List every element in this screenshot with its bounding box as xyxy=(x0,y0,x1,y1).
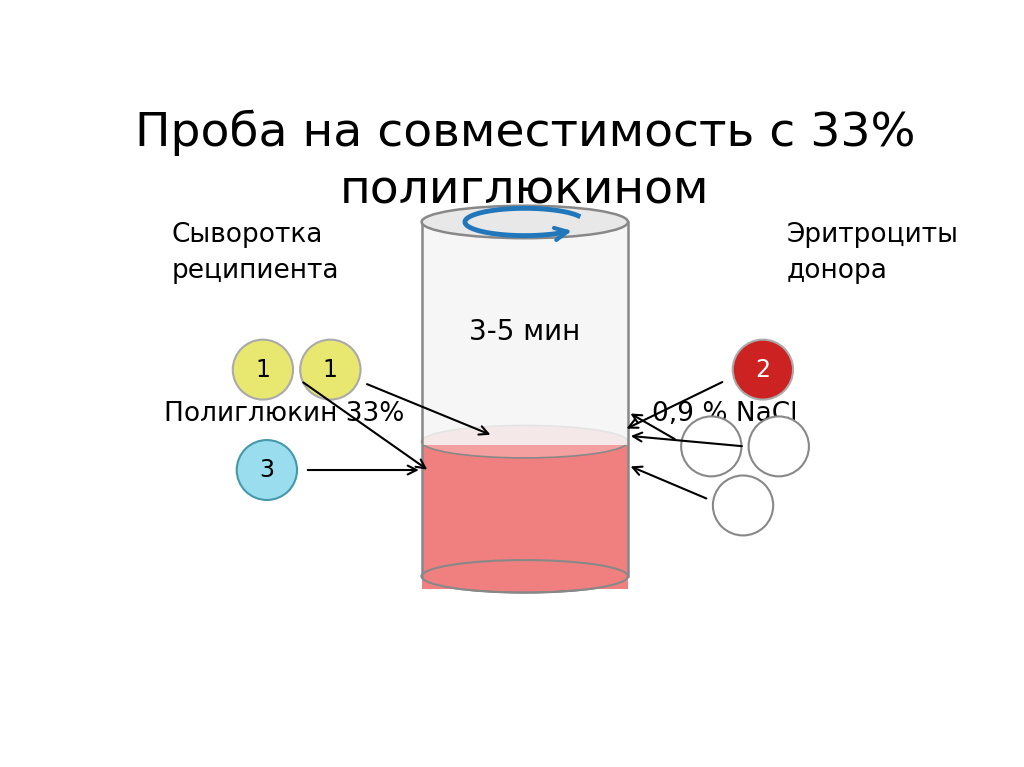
Text: 3-5 мин: 3-5 мин xyxy=(469,318,581,346)
Ellipse shape xyxy=(422,426,628,458)
Ellipse shape xyxy=(422,560,628,593)
Text: Сыворотка
реципиента: Сыворотка реципиента xyxy=(172,222,339,284)
Text: 0,9 % NaCl: 0,9 % NaCl xyxy=(652,401,798,427)
Text: 1: 1 xyxy=(323,357,338,382)
Text: Эритроциты
донора: Эритроциты донора xyxy=(786,222,958,284)
Ellipse shape xyxy=(713,476,773,535)
Text: Проба на совместимость с 33%
полиглюкином: Проба на совместимость с 33% полиглюкино… xyxy=(134,110,915,213)
Ellipse shape xyxy=(300,340,360,400)
Text: 3: 3 xyxy=(259,458,274,482)
Text: 1: 1 xyxy=(255,357,270,382)
Bar xyxy=(422,442,628,589)
Text: Полиглюкин 33%: Полиглюкин 33% xyxy=(164,401,404,427)
Ellipse shape xyxy=(749,416,809,476)
Ellipse shape xyxy=(733,340,793,400)
Bar xyxy=(422,222,628,445)
Ellipse shape xyxy=(422,206,628,239)
Ellipse shape xyxy=(681,416,741,476)
Text: 2: 2 xyxy=(756,357,770,382)
Ellipse shape xyxy=(237,440,297,500)
Ellipse shape xyxy=(232,340,293,400)
